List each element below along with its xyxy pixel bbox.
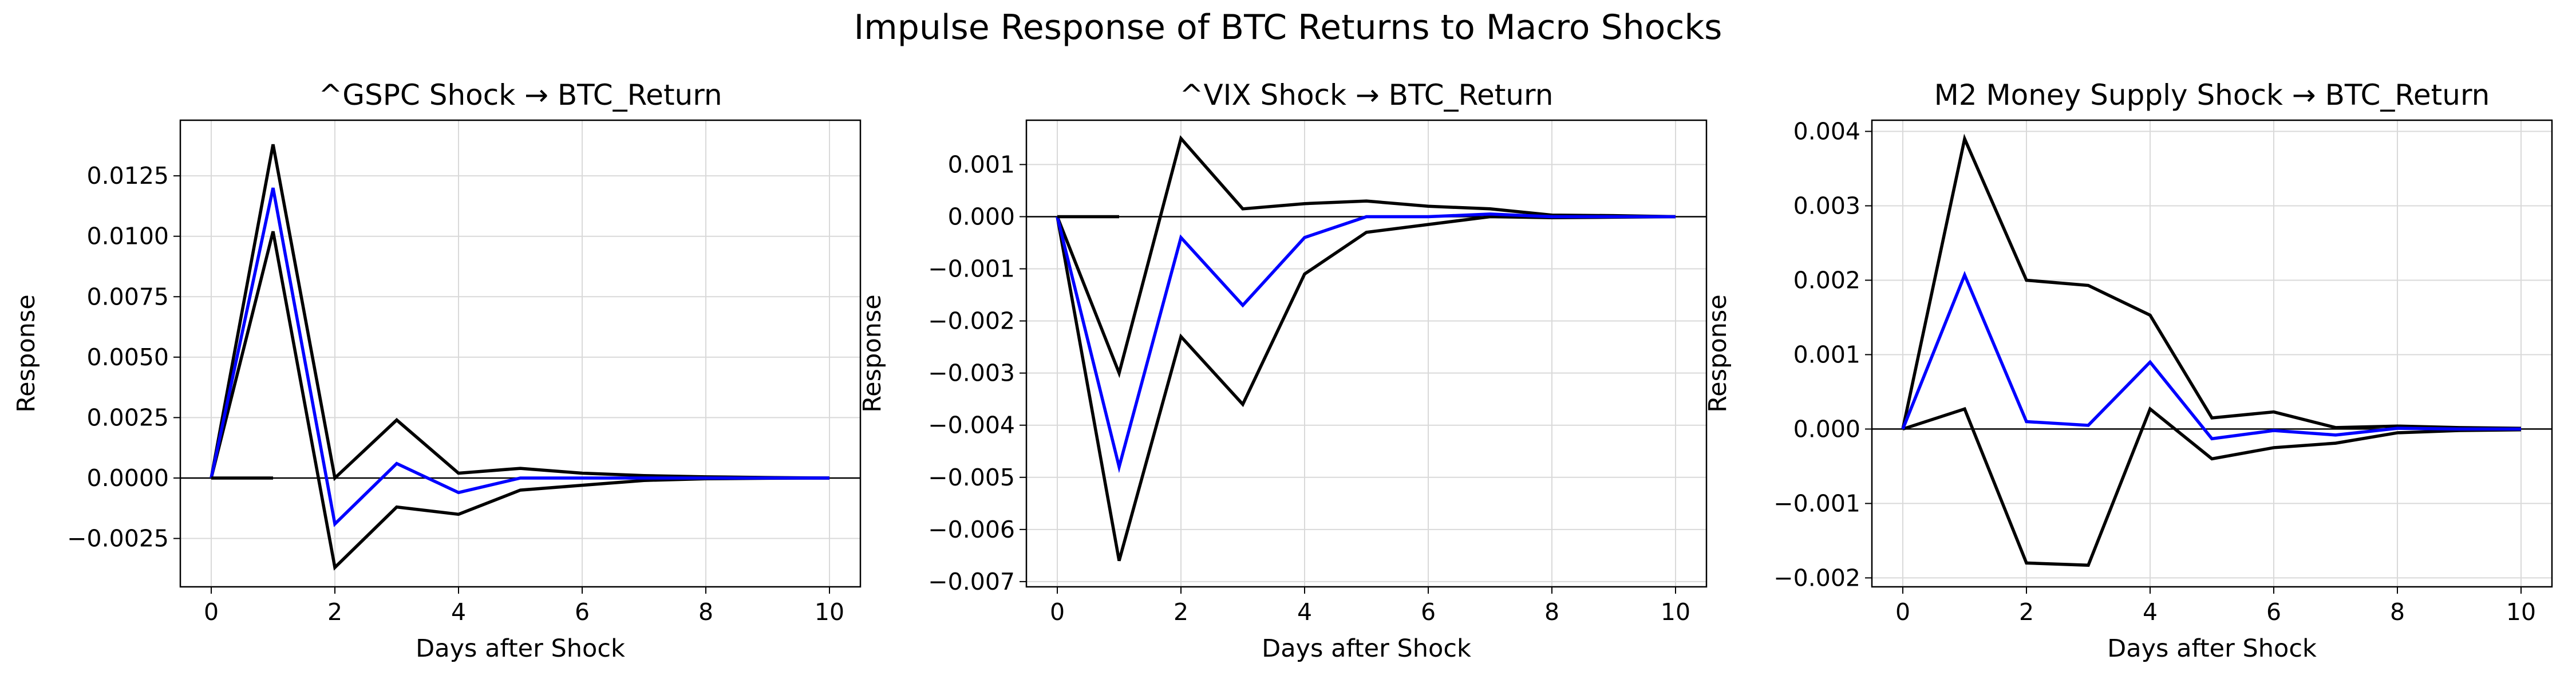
y-tick-label: 0.0100 bbox=[87, 223, 169, 250]
x-tick-label: 6 bbox=[575, 598, 590, 626]
y-tick-label: 0.0000 bbox=[87, 464, 169, 492]
x-tick-label: 8 bbox=[2390, 598, 2405, 626]
response-line bbox=[210, 187, 829, 527]
x-tick-label: 0 bbox=[1050, 598, 1065, 626]
x-axis-label: Days after Shock bbox=[2107, 634, 2317, 663]
y-tick-label: −0.007 bbox=[928, 568, 1015, 595]
panels: 0 2 4 6 8 10−0.00250.00000.00250.00500.00750.… bbox=[12, 78, 2553, 663]
x-tick-label: 4 bbox=[1297, 598, 1312, 626]
y-tick-label: 0.0050 bbox=[87, 344, 169, 371]
y-tick-label: 0.0125 bbox=[87, 162, 169, 189]
panel-title: ^VIX Shock → BTC_Return bbox=[1180, 78, 1554, 112]
y-tick-label: −0.001 bbox=[1773, 489, 1860, 517]
panel-title: M2 Money Supply Shock → BTC_Return bbox=[1934, 78, 2490, 112]
y-tick-label: 0.000 bbox=[948, 203, 1015, 230]
y-tick-label: −0.003 bbox=[928, 360, 1015, 387]
x-axis-label: Days after Shock bbox=[416, 634, 625, 663]
x-axis-label: Days after Shock bbox=[1262, 634, 1471, 663]
x-tick-label: 2 bbox=[327, 598, 342, 626]
plot-frame bbox=[179, 119, 862, 588]
y-tick-label: 0.000 bbox=[1793, 415, 1860, 443]
y-tick-label: −0.004 bbox=[928, 412, 1015, 439]
y-tick-label: 0.0075 bbox=[87, 283, 169, 310]
y-axis-label: Response bbox=[12, 294, 41, 413]
grid bbox=[1026, 120, 1706, 587]
y-tick-label: 0.002 bbox=[1793, 266, 1860, 294]
y-tick-label: −0.005 bbox=[928, 464, 1015, 491]
panel-2: 0 2 4 6 8 10 −0.007 −0.006 −0.005 −0.004 −0.003 −0.… bbox=[858, 78, 1708, 663]
y-tick-label: 0.001 bbox=[1793, 341, 1860, 368]
x-tick-label: 6 bbox=[2266, 598, 2281, 626]
y-axis-label: Response bbox=[858, 294, 887, 413]
x-tick-label: 6 bbox=[1421, 598, 1436, 626]
plot-frame bbox=[1025, 119, 1708, 588]
x-tick-label: 4 bbox=[2143, 598, 2158, 626]
y-tick-label: −0.002 bbox=[1773, 564, 1860, 591]
x-tick-label: 4 bbox=[451, 598, 466, 626]
x-tick-label: 10 bbox=[815, 598, 844, 626]
panel-title: ^GSPC Shock → BTC_Return bbox=[318, 78, 722, 112]
x-tick-label: 2 bbox=[1174, 598, 1188, 626]
x-tick-label: 10 bbox=[1661, 598, 1690, 626]
y-tick-label: −0.006 bbox=[928, 516, 1015, 543]
x-tick-label: 8 bbox=[698, 598, 713, 626]
y-tick-label: −0.001 bbox=[928, 255, 1015, 283]
x-tick-label: 0 bbox=[204, 598, 219, 626]
response-line bbox=[1901, 271, 2521, 441]
x-tick-label: 0 bbox=[1895, 598, 1910, 626]
y-tick-label: 0.0025 bbox=[87, 404, 169, 431]
y-tick-label: 0.004 bbox=[1793, 117, 1860, 145]
plot-frame bbox=[1871, 119, 2553, 588]
y-tick-label: −0.0025 bbox=[67, 525, 169, 552]
y-tick-label: 0.001 bbox=[948, 151, 1015, 178]
figure-title: Impulse Response of BTC Returns to Macro… bbox=[854, 7, 1722, 48]
response-line bbox=[1056, 212, 1676, 473]
x-tick-label: 2 bbox=[2019, 598, 2034, 626]
panel-1: 0 2 4 6 8 10 −0.0025 0.0000 0.0025 0.0050 0.0075 0.… bbox=[12, 78, 862, 663]
x-tick-label: 8 bbox=[1544, 598, 1559, 626]
upper-band-line bbox=[1901, 133, 2522, 430]
lower-band-line bbox=[1902, 406, 2522, 567]
y-tick-label: −0.002 bbox=[928, 307, 1015, 335]
y-tick-label: 0.003 bbox=[1793, 192, 1860, 219]
panel-3: 0 2 4 6 8 10 −0.002 −0.001 0.000 0.001 0.002 0.003 0… bbox=[1704, 78, 2553, 663]
y-axis-label: Response bbox=[1704, 294, 1732, 413]
x-tick-label: 10 bbox=[2506, 598, 2536, 626]
